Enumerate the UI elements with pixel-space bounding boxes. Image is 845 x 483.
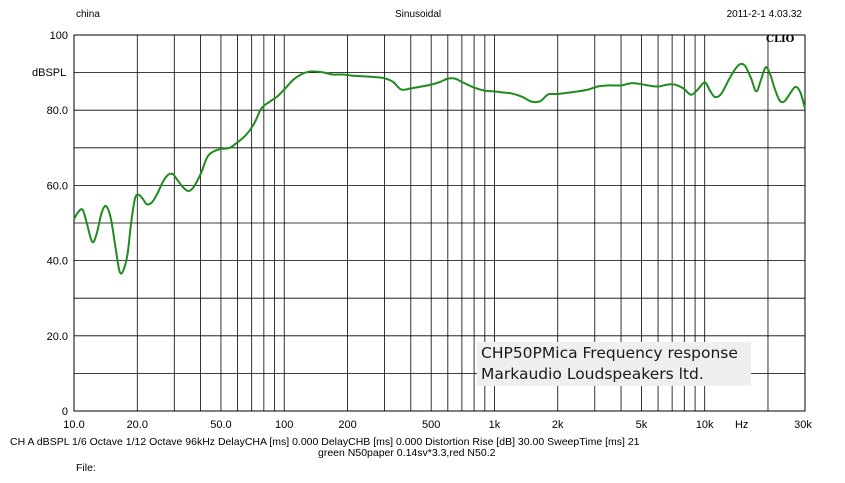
y-tick-label: 100 <box>50 30 68 42</box>
frequency-response-curve <box>73 62 806 275</box>
x-tick-label: 2k <box>552 419 564 431</box>
annotation-company: Markaudio Loudspeakers ltd. <box>481 365 704 383</box>
x-tick-label: 500 <box>422 419 440 431</box>
plot-frame <box>73 34 806 412</box>
x-axis-tick-labels: 10.0 20.0 50.0 100 200 500 1k 2k 5k 10k Hz 30k <box>63 419 812 431</box>
clio-logo: CLIO <box>766 34 795 45</box>
y-tick-label: 20.0 <box>47 331 68 343</box>
annotation-title: CHP50PMica Frequency response <box>481 344 738 362</box>
footer-settings: CH A dBSPL 1/6 Octave 1/12 Octave 96kHz … <box>10 436 640 448</box>
x-tick-label: Hz <box>735 419 748 431</box>
y-tick-label: 60.0 <box>47 180 68 192</box>
x-tick-label: 10.0 <box>63 419 84 431</box>
annotation-box <box>477 342 751 386</box>
footer-file-label: File: <box>76 462 96 474</box>
chart-grid <box>74 35 805 411</box>
y-tick-label: 80.0 <box>47 105 68 117</box>
header-timestamp: 2011-2-1 4.03.32 <box>726 9 802 20</box>
y-axis-tick-labels: 100 80.0 60.0 40.0 20.0 0 <box>47 30 68 418</box>
x-tick-label: 10k <box>696 419 714 431</box>
header-left-label: china <box>76 9 100 20</box>
x-tick-label: 200 <box>338 419 356 431</box>
y-axis-label: dBSPL <box>32 67 66 79</box>
x-tick-label: 20.0 <box>127 419 148 431</box>
x-tick-label: 1k <box>489 419 501 431</box>
footer-notes: green N50paper 0.14sv*3.3,red N50.2 <box>318 447 496 459</box>
x-tick-label: 30k <box>794 419 812 431</box>
x-tick-label: 50.0 <box>210 419 231 431</box>
x-tick-label: 5k <box>636 419 648 431</box>
x-tick-label: 100 <box>275 419 293 431</box>
y-tick-label: 40.0 <box>47 256 68 268</box>
header-center-label: Sinusoidal <box>395 9 442 20</box>
y-tick-label: 0 <box>62 406 68 418</box>
